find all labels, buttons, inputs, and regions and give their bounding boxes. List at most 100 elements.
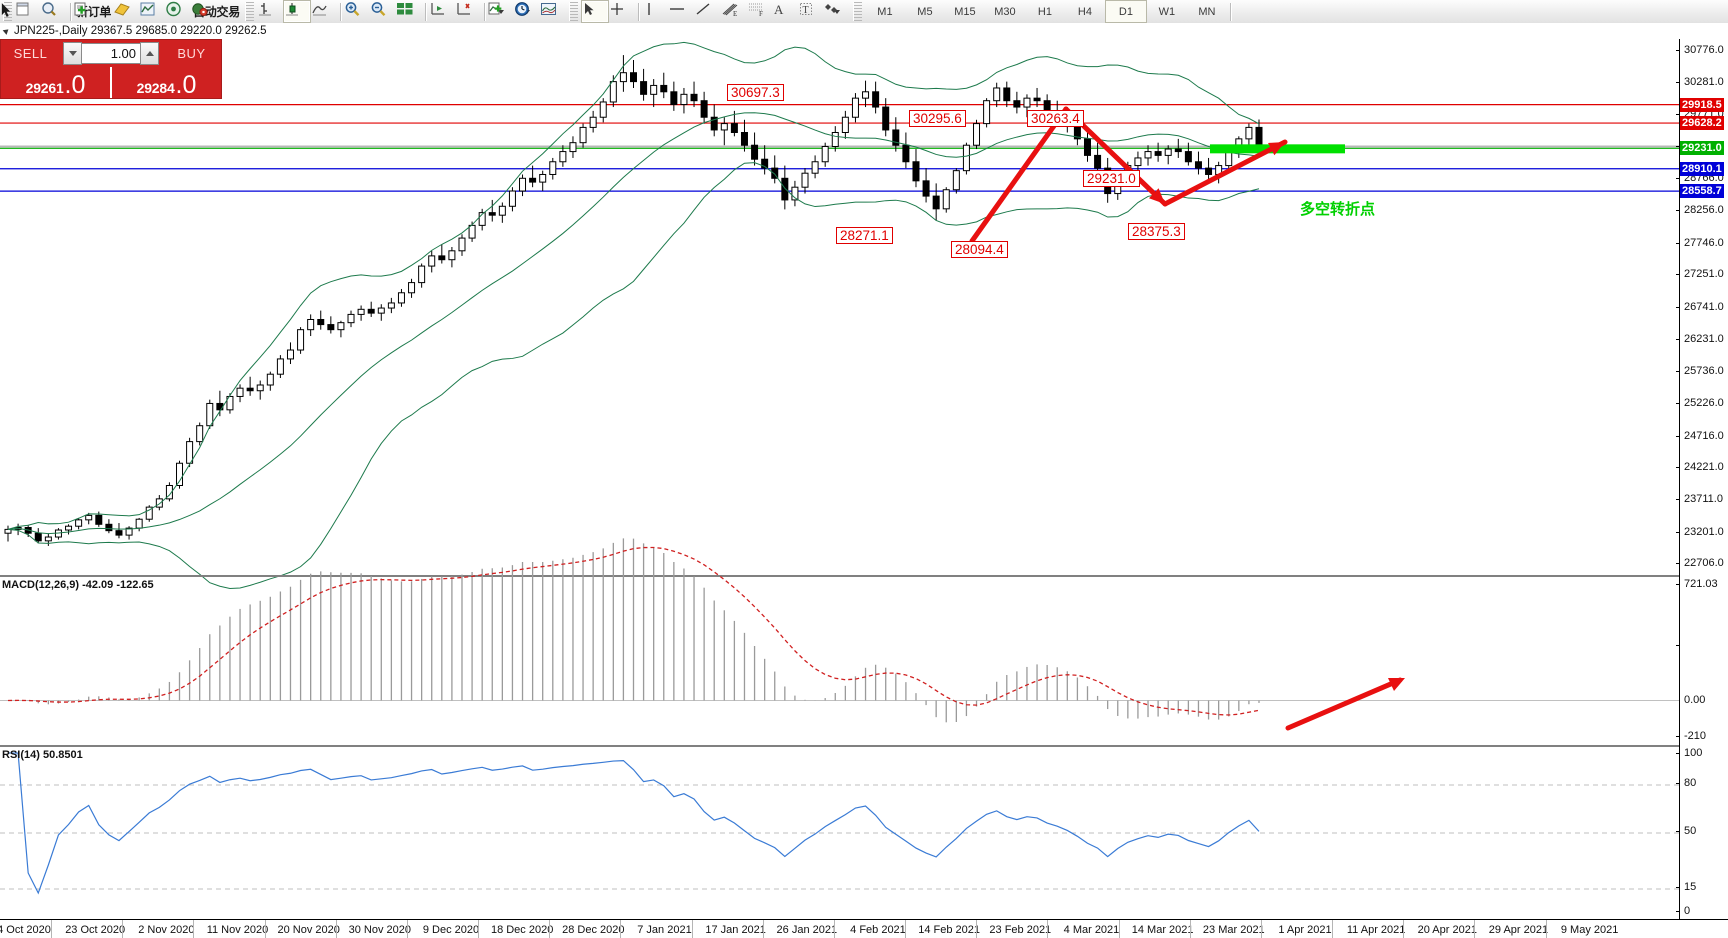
date-tick — [1545, 920, 1547, 938]
price-tick — [1676, 113, 1680, 115]
bar-chart-icon[interactable] — [257, 1, 283, 22]
price-tick-label: 27746.0 — [1684, 236, 1724, 249]
svg-text:A: A — [774, 2, 784, 17]
date-tick — [1332, 920, 1334, 938]
price-tick-label: 25226.0 — [1684, 397, 1724, 410]
date-tick-label: 4 Feb 2021 — [850, 924, 906, 936]
price-level-badge: 28558.7 — [1680, 184, 1724, 199]
chart-expand-icon[interactable] — [2, 27, 11, 35]
price-annotation-label: 30295.6 — [909, 110, 966, 127]
timeframe-w1[interactable]: W1 — [1158, 5, 1176, 18]
date-tick — [549, 920, 551, 938]
timeframe-h4[interactable]: H4 — [1077, 5, 1092, 18]
templates-icon[interactable] — [540, 1, 566, 22]
sell-price-decimal: .0 — [64, 71, 86, 99]
add-indicator-icon[interactable] — [488, 1, 514, 22]
trendline-icon[interactable] — [694, 1, 720, 22]
expert-advisors-button[interactable] — [113, 1, 139, 22]
chevron-down-icon-4[interactable] — [834, 9, 841, 14]
shapes-icon[interactable] — [824, 1, 850, 22]
date-tick-label: 29 Apr 2021 — [1488, 924, 1549, 936]
chart-canvas-area[interactable]: 30697.3 30295.6 30263.4 29231.0 28271.1 28094… — [0, 39, 1679, 919]
crosshair-icon[interactable] — [609, 1, 635, 22]
price-tick — [1676, 210, 1680, 212]
volume-decrement-button[interactable] — [63, 42, 82, 65]
fibo-icon[interactable]: F — [746, 1, 772, 22]
candlestick-chart-icon[interactable] — [282, 0, 311, 23]
chinese-note: 多空转折点 — [1300, 200, 1376, 218]
price-scale[interactable]: 30776.030281.029771.029261.028766.028256… — [1676, 39, 1728, 919]
data-window-button[interactable] — [41, 1, 67, 22]
label-icon[interactable]: T — [798, 1, 824, 22]
window-list-button[interactable] — [15, 1, 41, 22]
buy-button[interactable]: BUY — [177, 46, 206, 61]
vline-icon[interactable] — [642, 1, 668, 22]
new-order-button[interactable]: 新订单 — [74, 1, 113, 22]
price-divider — [110, 67, 112, 98]
date-tick-label: 23 Feb 2021 — [989, 924, 1052, 936]
one-click-trading-panel[interactable]: SELL 1.00 BUY 29261 .0 29284 .0 — [0, 39, 222, 99]
timeframe-mn[interactable]: MN — [1198, 5, 1216, 18]
date-tick-label: 23 Oct 2020 — [65, 924, 126, 936]
zoom-out-icon[interactable] — [370, 1, 396, 22]
toolbar-grip-2[interactable] — [244, 2, 254, 21]
buy-price[interactable]: 29284 .0 — [112, 67, 221, 98]
zoom-in-icon[interactable] — [344, 1, 370, 22]
volume-increment-button[interactable] — [140, 42, 159, 65]
macd-pane[interactable]: MACD(12,26,9) -42.09 -122.65 — [0, 538, 1679, 745]
macd-svg — [0, 538, 1679, 731]
toolbar-grip-3[interactable] — [568, 2, 578, 21]
date-axis[interactable]: 4 Oct 2020 23 Oct 2020 2 Nov 2020 11 Nov 20… — [0, 919, 1728, 938]
price-tick — [1676, 563, 1680, 565]
chart-shift-icon[interactable] — [429, 1, 455, 22]
equidistant-channel-icon[interactable]: E — [720, 1, 746, 22]
text-icon[interactable]: A — [772, 1, 798, 22]
chevron-down-icon[interactable] — [498, 9, 505, 14]
date-tick — [1047, 920, 1049, 938]
macd-zero-label: 0.00 — [1684, 694, 1706, 707]
cursor-icon[interactable] — [580, 0, 609, 23]
date-tick — [833, 920, 835, 938]
hline-icon[interactable] — [668, 1, 694, 22]
timeframe-m1[interactable]: M1 — [877, 5, 893, 18]
sell-button[interactable]: SELL — [13, 46, 48, 61]
scale-tick — [1676, 736, 1680, 738]
chart-autoscroll-icon[interactable] — [455, 1, 481, 22]
price-annotation-label: 28375.3 — [1128, 223, 1185, 240]
tile-windows-icon[interactable] — [396, 1, 422, 22]
sell-price[interactable]: 29261 .0 — [1, 67, 110, 98]
signals-button[interactable] — [165, 1, 191, 22]
volume-stepper[interactable]: 1.00 — [63, 42, 159, 65]
date-tick — [976, 920, 978, 938]
autotrading-button[interactable]: 自动交易 — [191, 1, 242, 22]
date-tick — [905, 920, 907, 938]
timeframe-m5[interactable]: M5 — [917, 5, 933, 18]
symbol-info-bar: JPN225-,Daily 29367.5 29685.0 29220.0 29… — [0, 23, 1728, 39]
period-clock-icon[interactable] — [514, 1, 540, 22]
price-tick-label: 24716.0 — [1684, 429, 1724, 442]
date-tick-label: 30 Nov 2020 — [348, 924, 412, 936]
rsi-pane[interactable]: RSI(14) 50.8501 — [0, 745, 1679, 919]
price-annotation-label: 30263.4 — [1027, 110, 1084, 127]
date-tick — [335, 920, 337, 938]
price-level-badge: 29918.5 — [1680, 97, 1724, 112]
timeframe-m15[interactable]: M15 — [954, 5, 976, 18]
date-tick-label: 26 Jan 2021 — [776, 924, 838, 936]
timeframe-d1[interactable]: D1 — [1104, 0, 1147, 23]
timeframe-m30[interactable]: M30 — [994, 5, 1016, 18]
buy-price-integer: 29284 — [136, 80, 175, 96]
price-level-badge: 29231.0 — [1680, 141, 1724, 156]
rsi-50-label: 50 — [1684, 825, 1697, 838]
occ-top-row: SELL 1.00 BUY — [1, 40, 221, 67]
rsi-title: RSI(14) 50.8501 — [2, 749, 83, 761]
occ-price-row: 29261 .0 29284 .0 — [1, 67, 221, 98]
line-chart-icon[interactable] — [311, 1, 337, 22]
indicators-button[interactable] — [139, 1, 165, 22]
volume-input[interactable]: 1.00 — [82, 43, 140, 64]
toolbar-grip-4[interactable] — [852, 2, 862, 21]
date-tick-label: 23 Mar 2021 — [1202, 924, 1265, 936]
scale-tick — [1676, 911, 1680, 912]
timeframe-h1[interactable]: H1 — [1037, 5, 1052, 18]
toolbar-separator-5 — [637, 2, 639, 21]
date-tick-label: 4 Mar 2021 — [1063, 924, 1120, 936]
